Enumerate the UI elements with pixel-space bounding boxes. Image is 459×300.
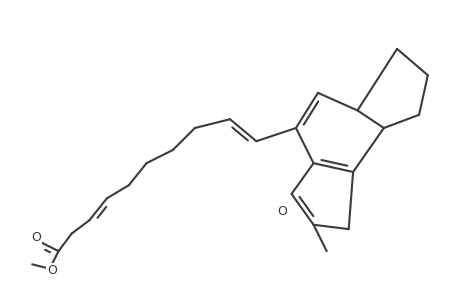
Text: O: O xyxy=(31,231,41,244)
Text: O: O xyxy=(277,205,286,218)
Text: O: O xyxy=(47,264,57,277)
